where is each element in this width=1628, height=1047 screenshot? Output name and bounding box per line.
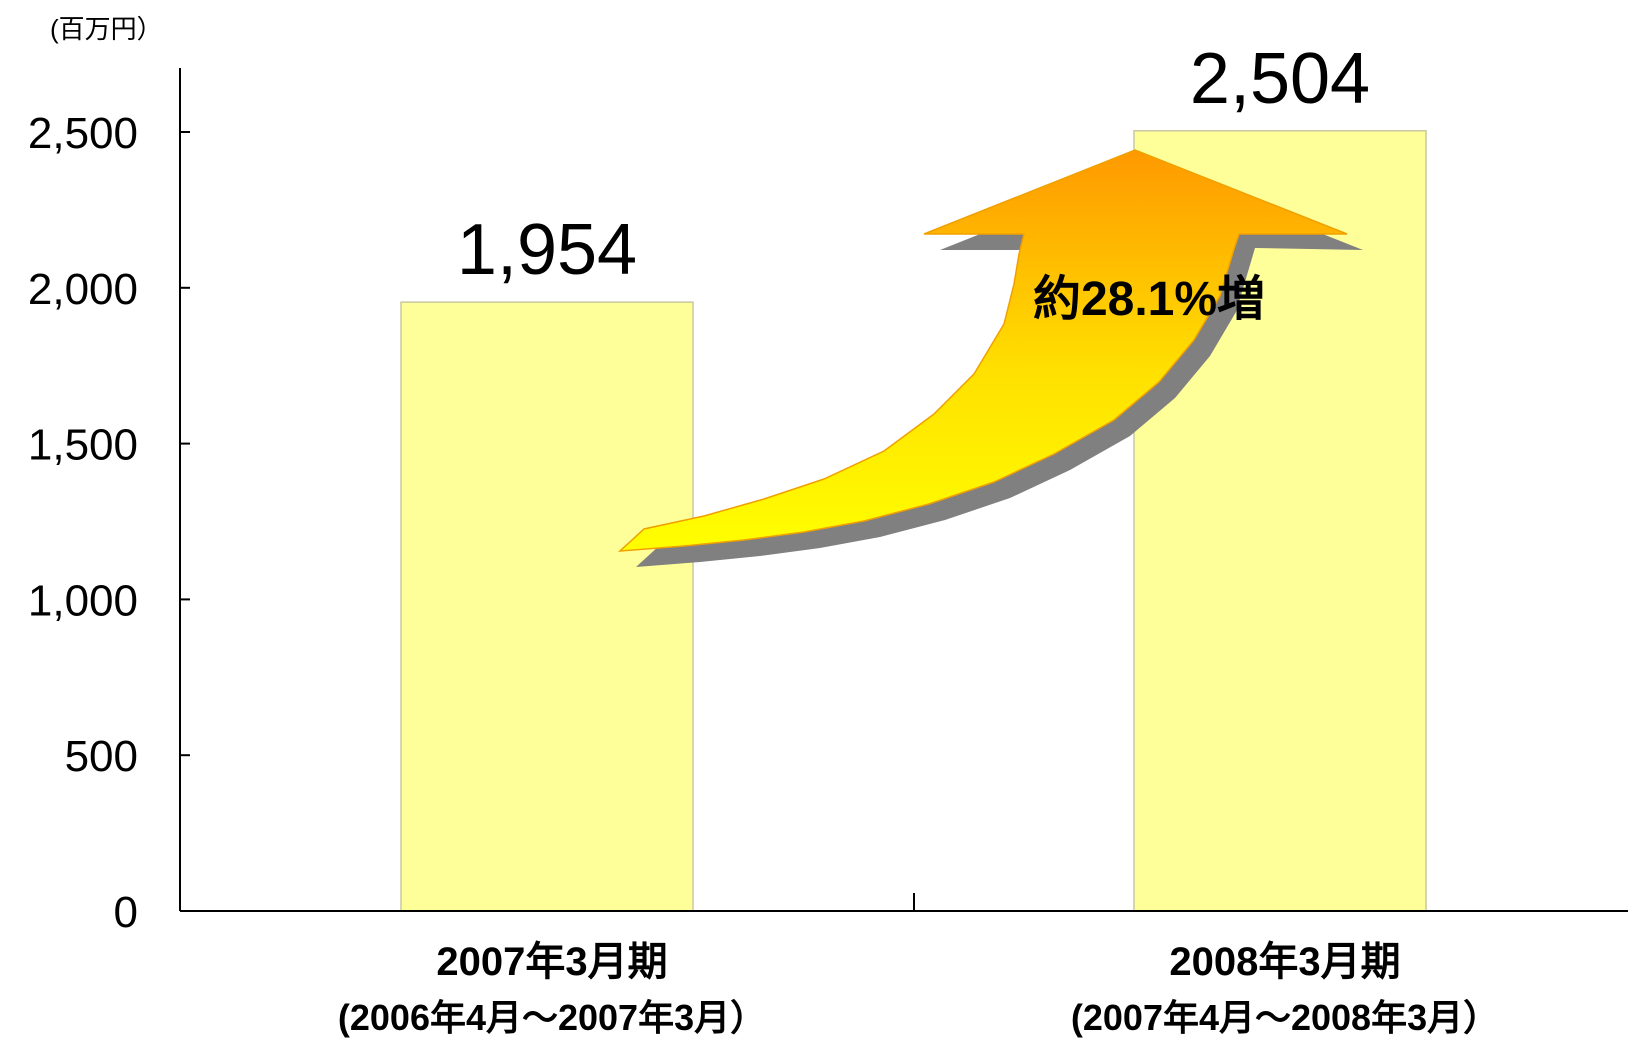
y-axis-unit-label: (百万円） xyxy=(50,14,163,44)
data-label-1: 1,954 xyxy=(457,210,637,290)
x-axis-labels: 2007年3月期 (2006年4月～2007年3月） 2008年3月期 (2007年4… xyxy=(338,940,1499,1038)
bar-2 xyxy=(1133,130,1427,912)
growth-annotation: 約28.1%増 xyxy=(1033,273,1265,326)
bars xyxy=(400,130,1427,912)
growth-arrow-body xyxy=(617,149,1348,552)
y-tick-label: 500 xyxy=(65,732,138,781)
y-tick-label: 2,500 xyxy=(28,109,138,158)
data-label-2: 2,504 xyxy=(1190,39,1370,119)
y-axis-ticks: 0 500 1,000 1,500 2,000 2,500 xyxy=(28,109,190,937)
x-category-label-1: 2007年3月期 xyxy=(436,940,667,984)
y-tick-label: 0 xyxy=(114,888,138,937)
bar-1 xyxy=(400,301,694,912)
x-category-sublabel-2: (2007年4月～2008年3月） xyxy=(1071,997,1499,1038)
x-category-sublabel-1: (2006年4月～2007年3月） xyxy=(338,997,766,1038)
y-tick-label: 1,500 xyxy=(28,421,138,470)
x-category-label-2: 2008年3月期 xyxy=(1169,940,1400,984)
y-tick-label: 2,000 xyxy=(28,265,138,314)
y-tick-label: 1,000 xyxy=(28,576,138,625)
data-labels: 1,954 2,504 xyxy=(457,39,1370,290)
growth-arrow xyxy=(617,149,1363,567)
